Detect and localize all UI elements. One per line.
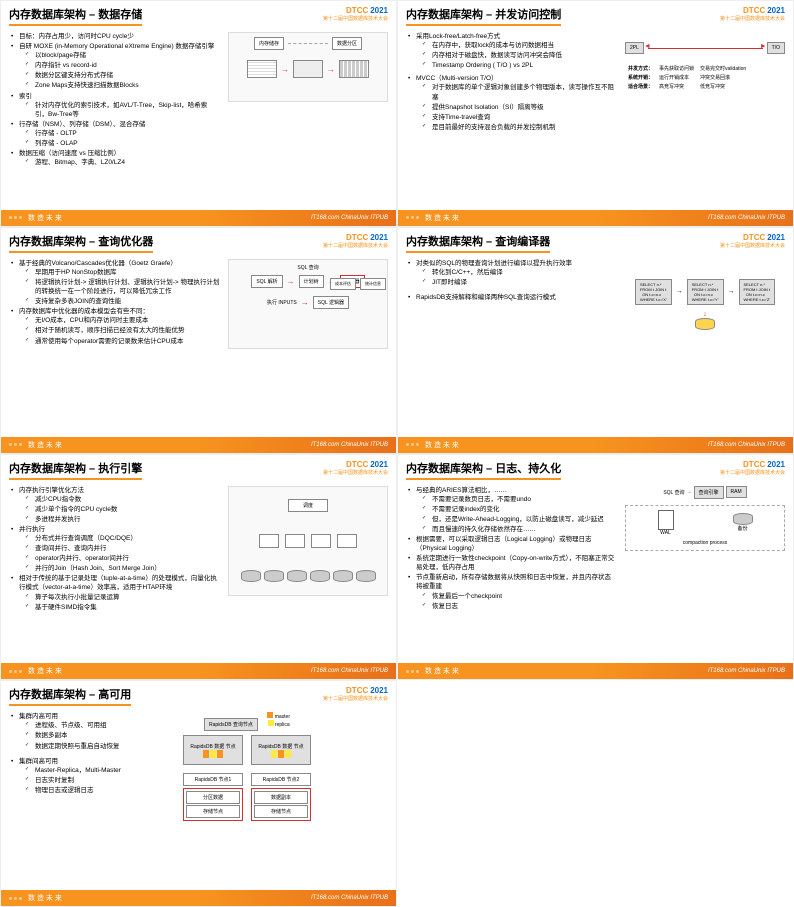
concurrency-diagram: 2PL ◄► T/O 并发方式：事先获取访问锁交易完交时validation 系…: [625, 32, 785, 133]
slide-execution: 内存数据库架构 – 执行引擎 DTCC 2021第十二届中国数据库技术大会 内存…: [0, 454, 397, 681]
slide-compiler: 内存数据库架构 – 查询编译器 DTCC 2021第十二届中国数据库技术大会 对…: [397, 227, 794, 454]
ha-diagram: RapidsDB 查询节点 master replica RapidsDB 数据…: [147, 712, 347, 821]
slide-optimizer: 内存数据库架构 – 查询优化器 DTCC 2021第十二届中国数据库技术大会 基…: [0, 227, 397, 454]
event-logo: DTCC 2021 第十二届中国数据库技术大会: [323, 6, 388, 22]
bullet: 目标：内存占用少，访问时CPU cycle少: [9, 32, 220, 41]
execution-diagram: 调度: [228, 486, 388, 613]
slide-logging: 内存数据库架构 – 日志、持久化 DTCC 2021第十二届中国数据库技术大会 …: [397, 454, 794, 681]
slide-concurrency: 内存数据库架构 – 并发访问控制 DTCC 2021 第十二届中国数据库技术大会…: [397, 0, 794, 227]
event-logo: DTCC 2021 第十二届中国数据库技术大会: [720, 6, 785, 22]
compiler-diagram: SELECT n.* FROM t JOIN t ON t.c=n.c WHER…: [625, 259, 785, 330]
empty-cell: [397, 680, 794, 907]
storage-diagram: 内存储存 数据分区 → →: [228, 32, 388, 102]
optimizer-diagram: SQL 查询 SQL 解析 → 计划树 → 优化器 执行 INPUTS → SQ…: [228, 259, 388, 349]
slide-title: 内存数据库架构 – 并发访问控制: [406, 6, 561, 26]
bullet: 自研 MOXE (in-Memory Operational eXtreme E…: [9, 42, 220, 90]
logging-diagram: SQL 查询→ 查询引擎 RAM WAL 备份: [625, 486, 785, 612]
bullet-list: 目标：内存占用少，访问时CPU cycle少 自研 MOXE (in-Memor…: [9, 32, 220, 167]
slide-ha: 内存数据库架构 – 高可用 DTCC 2021第十二届中国数据库技术大会 集群内…: [0, 680, 397, 907]
slide-footer: 数 造 未 来 IT168.com ChinaUnix ITPUB: [1, 210, 396, 226]
slide-data-storage: 内存数据库架构 – 数据存储 DTCC 2021 第十二届中国数据库技术大会 目…: [0, 0, 397, 227]
slide-title: 内存数据库架构 – 数据存储: [9, 6, 142, 26]
